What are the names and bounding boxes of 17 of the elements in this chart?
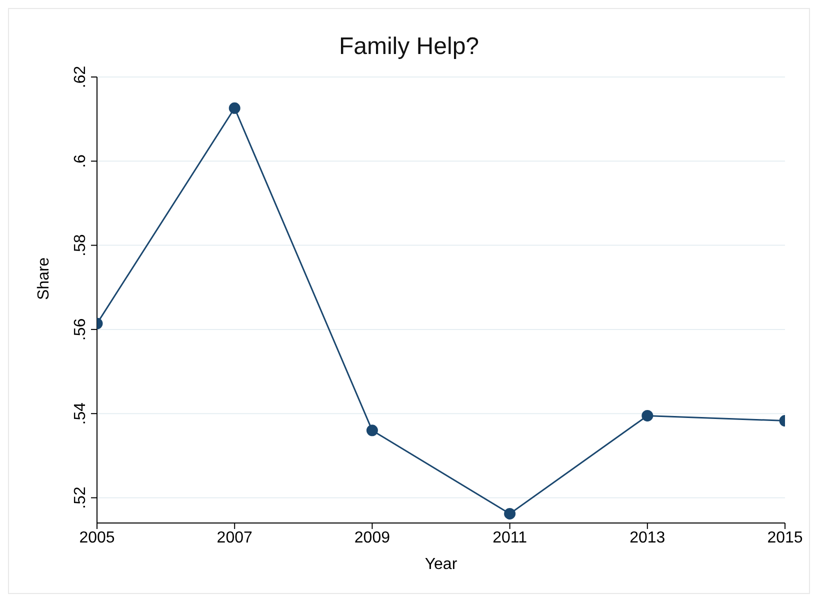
y-tick-label: .56 [72, 318, 89, 341]
y-tick-label: .58 [72, 234, 89, 256]
x-tick-label: 2007 [216, 529, 252, 546]
x-tick-label: 2015 [767, 529, 803, 546]
y-tick-label: .62 [72, 66, 89, 88]
x-tick-label: 2011 [492, 529, 528, 546]
x-axis-title: Year [424, 556, 458, 573]
y-tick-label: .6 [72, 154, 89, 168]
point [504, 508, 516, 520]
y-axis-title: Share [36, 257, 53, 300]
chart-title: Family Help? [338, 33, 480, 61]
x-tick-label: 2013 [630, 529, 666, 546]
point [366, 424, 378, 436]
x-tick-label: 2009 [354, 529, 390, 546]
x-tick-label: 2005 [79, 529, 115, 546]
y-tick-label: .52 [72, 486, 89, 509]
y-tick-label: .54 [72, 402, 89, 425]
